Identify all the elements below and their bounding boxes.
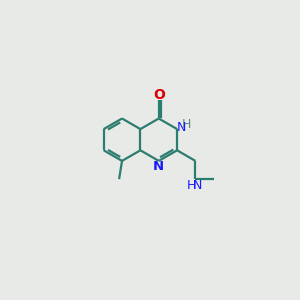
Text: N: N [177, 121, 186, 134]
Text: N: N [193, 179, 202, 192]
Text: N: N [153, 160, 164, 173]
Text: O: O [153, 88, 165, 102]
Text: H: H [182, 118, 191, 131]
Text: H: H [187, 179, 196, 192]
